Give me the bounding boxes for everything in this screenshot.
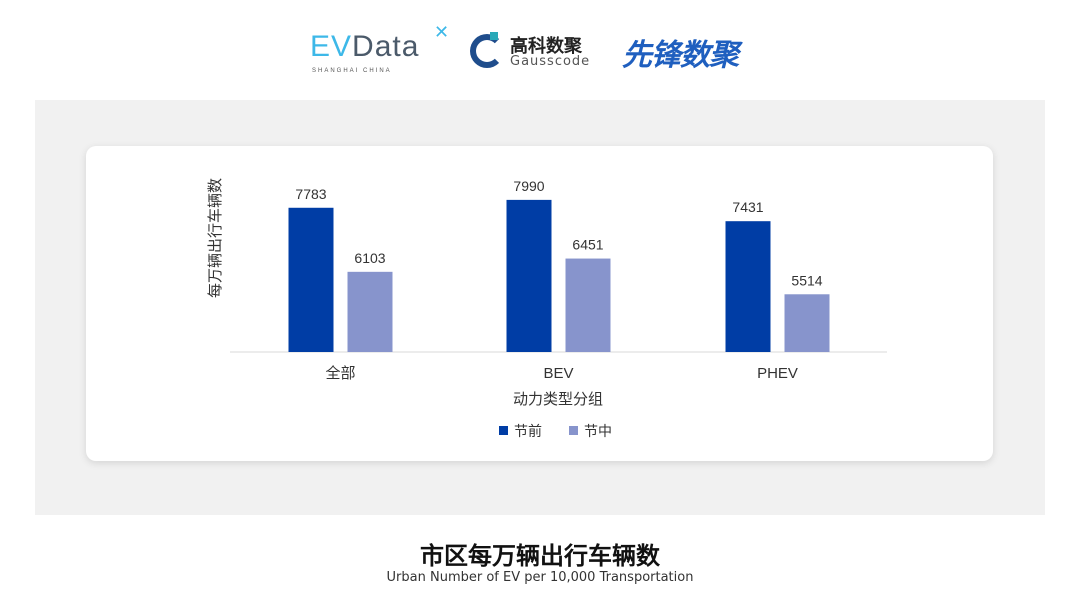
gausscode-cn: 高科数聚 xyxy=(510,36,582,57)
data-label: 6103 xyxy=(354,250,385,266)
bar-chart: 7783 6103 全部 7990 6451 BEV 7431 5514 PHEV 动力类型分组 每… xyxy=(206,178,887,440)
evdata-logo: EVData ✕ SHANGHAI CHINA xyxy=(310,22,451,74)
page-subtitle: Urban Number of EV per 10,000 Transporta… xyxy=(386,570,694,585)
x-tick-label: 全部 xyxy=(325,364,355,382)
gausscode-logo: 高科数聚 Gausscode xyxy=(470,32,610,72)
bar-PHEV-节中 xyxy=(784,294,830,352)
page-title: 市区每万辆出行车辆数 xyxy=(420,542,660,570)
x-tick-label: BEV xyxy=(543,365,573,382)
data-label: 7990 xyxy=(513,178,544,194)
y-axis-title: 每万辆出行车辆数 xyxy=(206,178,224,298)
data-label: 5514 xyxy=(791,272,822,288)
x-axis-title: 动力类型分组 xyxy=(513,390,603,408)
legend-swatch xyxy=(569,426,578,435)
data-label: 7783 xyxy=(295,186,326,202)
xianfeng-logo: 先锋数聚 xyxy=(622,38,739,73)
bar-BEV-节前 xyxy=(506,199,552,352)
x-tick-label: PHEV xyxy=(757,365,798,382)
legend-swatch xyxy=(499,426,508,435)
data-label: 6451 xyxy=(572,237,603,253)
legend-label: 节前 xyxy=(514,423,542,440)
bar-全部-节前 xyxy=(288,207,334,352)
bar-chart-area: 7783 6103 全部 7990 6451 BEV 7431 5514 PHEV 动力类型分组 每… xyxy=(86,146,993,461)
bar-BEV-节中 xyxy=(565,258,611,352)
legend-label: 节中 xyxy=(584,424,612,440)
bar-全部-节中 xyxy=(347,271,393,352)
bar-PHEV-节前 xyxy=(725,221,771,352)
logo-bar: EVData ✕ SHANGHAI CHINA 高科数聚 Gausscode 先锋数… xyxy=(0,22,1080,76)
gausscode-en: Gausscode xyxy=(510,54,591,69)
data-label: 7431 xyxy=(732,199,763,215)
